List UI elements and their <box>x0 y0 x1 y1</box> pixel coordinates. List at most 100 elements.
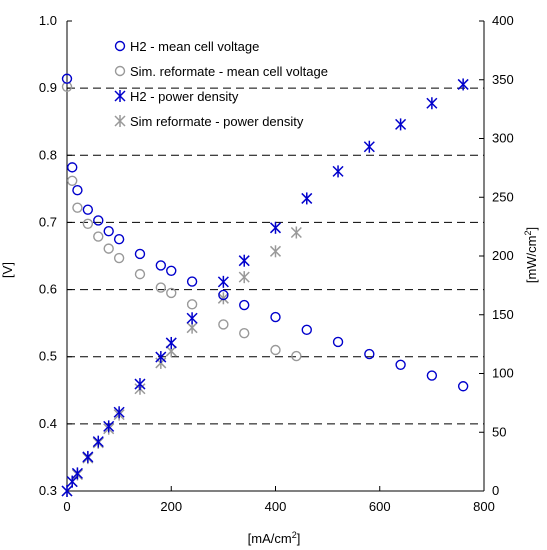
data-point <box>301 324 312 336</box>
legend-marker <box>114 65 126 77</box>
data-point <box>113 234 125 245</box>
data-point <box>395 118 407 131</box>
y-right-tick-label: 50 <box>492 424 506 439</box>
data-point <box>332 336 344 348</box>
legend-marker <box>114 90 126 102</box>
y-right-tick-label: 300 <box>492 131 514 146</box>
y-axis-left-title: [V] <box>0 262 15 278</box>
x-axis-title-sup: 2 <box>292 530 297 540</box>
data-point <box>134 268 146 280</box>
data-point <box>291 350 302 362</box>
data-point <box>270 311 281 323</box>
data-point <box>155 351 167 364</box>
y-right-tick-label: 350 <box>492 72 514 87</box>
y-right-tick-label: 150 <box>492 307 514 322</box>
data-point <box>113 406 125 419</box>
y-axis-right-title: [mW/cm2] <box>523 227 539 283</box>
series-3 <box>61 78 469 497</box>
legend-label: H2 - power density <box>130 89 239 104</box>
data-point <box>103 243 114 254</box>
data-point <box>82 218 94 229</box>
data-point <box>71 467 83 480</box>
legend-marker <box>114 115 126 127</box>
data-point <box>113 252 125 264</box>
data-point <box>395 359 406 370</box>
axes <box>66 20 485 492</box>
legend-item: H2 - power density <box>114 89 239 104</box>
data-point <box>238 254 250 267</box>
y-left-tick-label: 0.5 <box>39 349 57 364</box>
y-left-tick-label: 0.4 <box>39 416 57 431</box>
data-point <box>186 312 198 325</box>
y-left-tick-label: 0.7 <box>39 214 57 229</box>
data-point <box>134 248 146 260</box>
data-point <box>93 215 104 226</box>
data-point <box>332 165 344 178</box>
y-axis-right-title-sup: 2 <box>523 230 533 235</box>
data-point <box>363 140 375 153</box>
data-point <box>82 450 94 463</box>
data-point <box>166 265 177 276</box>
data-point <box>72 202 83 213</box>
series-2 <box>61 81 302 362</box>
legend-item: H2 - mean cell voltage <box>114 39 259 54</box>
data-point <box>61 485 73 497</box>
x-tick-label: 400 <box>265 499 287 514</box>
y-left-tick-label: 0.8 <box>39 147 57 162</box>
y-left-tick-label: 0.3 <box>39 483 57 498</box>
x-tick-label: 600 <box>369 499 391 514</box>
data-point <box>301 192 313 205</box>
data-point <box>426 370 438 381</box>
data-point <box>457 381 469 392</box>
y-axis-right-title-main: [mW/cm <box>524 235 539 283</box>
y-left-tick-label: 1.0 <box>39 13 57 28</box>
data-point <box>66 475 78 488</box>
legend-item: Sim reformate - power density <box>114 114 304 129</box>
data-point <box>67 175 78 187</box>
y-left-tick-label: 0.9 <box>39 80 57 95</box>
x-tick-label: 200 <box>160 499 182 514</box>
legend-label: H2 - mean cell voltage <box>130 39 259 54</box>
data-point <box>290 226 302 239</box>
data-point <box>364 348 375 360</box>
data-point <box>239 328 250 339</box>
data-point <box>93 231 104 242</box>
data-point <box>238 271 250 284</box>
data-point <box>217 292 229 305</box>
data-point <box>239 299 250 311</box>
data-point <box>457 78 469 91</box>
y-right-tick-label: 0 <box>492 483 499 498</box>
data-point <box>218 319 229 330</box>
tick-labels: 0.3 0.4 0.5 0.6 0.7 0.8 0.9 1.0 0 50 100 150 200 250 3… <box>39 13 514 514</box>
data-point <box>72 184 83 196</box>
data-point <box>217 275 229 288</box>
data-point <box>103 420 115 433</box>
legend-label: Sim. reformate - mean cell voltage <box>130 64 328 79</box>
y-axis-right-title-end: ] <box>524 227 539 231</box>
y-right-tick-label: 400 <box>492 13 514 28</box>
data-point <box>186 276 198 287</box>
y-right-tick-label: 200 <box>492 248 514 263</box>
series-1 <box>61 73 469 392</box>
data-point <box>269 245 282 258</box>
data-point <box>67 162 78 173</box>
data-point <box>166 287 177 299</box>
data-point <box>92 435 104 448</box>
data-point <box>165 336 177 349</box>
data-point <box>134 378 146 391</box>
data-point <box>61 73 73 84</box>
data-point <box>103 225 114 237</box>
data-point <box>269 221 282 234</box>
data-point <box>155 260 167 271</box>
y-right-tick-label: 100 <box>492 366 514 381</box>
legend-label: Sim reformate - power density <box>130 114 304 129</box>
data-point <box>218 289 229 301</box>
data-point <box>155 282 167 293</box>
data-marks <box>61 73 469 497</box>
data-point <box>61 81 73 93</box>
legend: H2 - mean cell voltage Sim. reformate - m… <box>114 39 328 129</box>
x-axis-title-main: [mA/cm <box>248 531 292 546</box>
data-point <box>270 344 281 356</box>
x-axis-title-end: ] <box>297 531 301 546</box>
